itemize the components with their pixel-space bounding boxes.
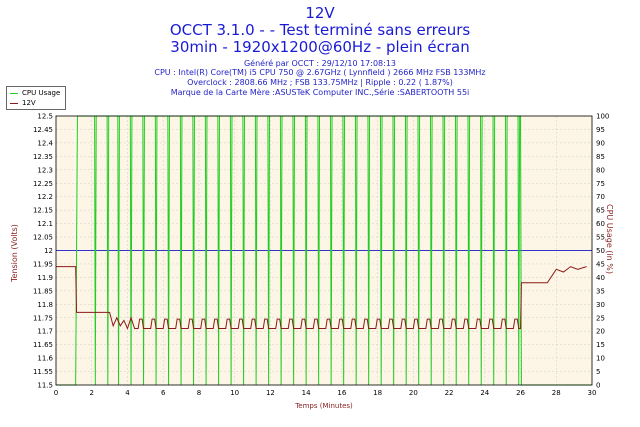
x-tick: 14 xyxy=(302,389,311,397)
legend-item-cpu: CPU Usage xyxy=(10,88,60,98)
x-axis-label: Temps (Minutes) xyxy=(294,402,353,410)
board-info: Marque de la Carte Mère :ASUSTeK Compute… xyxy=(170,88,470,97)
x-tick: 0 xyxy=(54,389,58,397)
y-tick-left: 12.5 xyxy=(37,113,53,121)
y-tick-right: 25 xyxy=(596,314,605,322)
series-line-12v xyxy=(56,266,587,330)
y-tick-left: 12.45 xyxy=(33,126,53,134)
legend: CPU Usage 12V xyxy=(6,86,66,110)
generated-info: Généré par OCCT : 29/12/10 17:08:13 xyxy=(243,59,397,68)
y-tick-right: 30 xyxy=(596,301,605,309)
x-tick: 4 xyxy=(125,389,130,397)
y-tick-left: 12 xyxy=(44,247,53,255)
y-tick-left: 12.3 xyxy=(37,166,53,174)
x-tick: 6 xyxy=(161,389,166,397)
x-tick: 28 xyxy=(552,389,561,397)
chart-title: 12V xyxy=(305,4,335,22)
y-tick-right: 35 xyxy=(596,287,605,295)
cpu-info: CPU : Intel(R) Core(TM) i5 CPU 750 @ 2.6… xyxy=(154,68,486,77)
y-tick-right: 15 xyxy=(596,341,605,349)
y-tick-left: 12.35 xyxy=(33,153,53,161)
y-tick-right: 75 xyxy=(596,180,605,188)
y-tick-right: 70 xyxy=(596,193,605,201)
y-tick-left: 11.85 xyxy=(33,287,53,295)
x-tick: 12 xyxy=(266,389,275,397)
y-tick-right: 50 xyxy=(596,247,605,255)
x-tick: 2 xyxy=(89,389,93,397)
y-tick-left: 12.15 xyxy=(33,207,53,215)
y-tick-left: 12.05 xyxy=(33,234,53,242)
legend-item-12v: 12V xyxy=(10,98,36,108)
legend-swatch-cpu xyxy=(10,92,18,94)
overclock-info: Overclock : 2808.66 MHz ; FSB 133.75MHz … xyxy=(187,78,453,87)
y-tick-right: 40 xyxy=(596,274,605,282)
y-tick-left: 11.8 xyxy=(37,301,53,309)
x-tick: 22 xyxy=(445,389,454,397)
y-tick-left: 12.2 xyxy=(37,193,53,201)
y-tick-left: 11.7 xyxy=(37,328,53,336)
y-tick-left: 11.75 xyxy=(33,314,53,322)
chart-subtitle: OCCT 3.1.0 - - Test terminé sans erreurs xyxy=(169,21,471,39)
y-tick-right: 0 xyxy=(596,382,600,390)
y-tick-right: 80 xyxy=(596,166,605,174)
x-tick: 30 xyxy=(588,389,597,397)
y-tick-right: 95 xyxy=(596,126,605,134)
x-tick: 20 xyxy=(409,389,418,397)
x-tick: 10 xyxy=(230,389,239,397)
x-tick: 16 xyxy=(337,389,346,397)
y-axis-label-right: CPU Usage (in %) xyxy=(605,204,614,274)
x-tick: 24 xyxy=(480,389,489,397)
x-tick: 18 xyxy=(373,389,382,397)
legend-swatch-12v xyxy=(10,102,18,104)
y-tick-right: 20 xyxy=(596,328,605,336)
y-tick-left: 11.6 xyxy=(37,355,53,363)
y-tick-right: 100 xyxy=(596,113,609,121)
y-tick-left: 11.55 xyxy=(33,368,53,376)
y-tick-left: 12.1 xyxy=(37,220,53,228)
y-tick-left: 12.25 xyxy=(33,180,53,188)
y-axis-label-left: Tension (Volts) xyxy=(10,224,19,282)
y-tick-right: 85 xyxy=(596,153,605,161)
y-tick-right: 5 xyxy=(596,368,600,376)
y-tick-right: 60 xyxy=(596,220,605,228)
test-mode: 30min - 1920x1200@60Hz - plein écran xyxy=(170,38,470,56)
y-tick-left: 12.4 xyxy=(37,139,53,147)
legend-label-cpu: CPU Usage xyxy=(22,89,61,97)
legend-label-12v: 12V xyxy=(22,99,36,107)
plot-border xyxy=(55,115,593,386)
x-tick: 26 xyxy=(516,389,525,397)
y-tick-left: 11.65 xyxy=(33,341,53,349)
y-tick-left: 11.5 xyxy=(37,382,53,390)
y-tick-left: 11.95 xyxy=(33,260,53,268)
y-tick-right: 65 xyxy=(596,207,605,215)
y-tick-left: 11.9 xyxy=(37,274,53,282)
x-tick: 8 xyxy=(197,389,201,397)
y-tick-right: 45 xyxy=(596,260,605,268)
y-tick-right: 90 xyxy=(596,139,605,147)
y-tick-right: 10 xyxy=(596,355,605,363)
y-tick-right: 55 xyxy=(596,234,605,242)
